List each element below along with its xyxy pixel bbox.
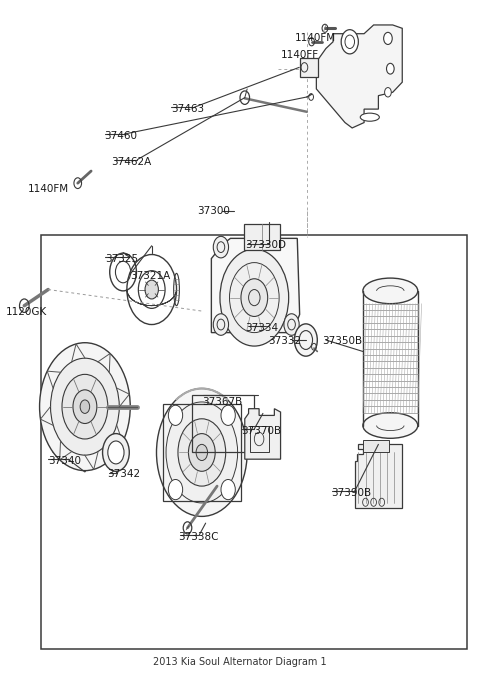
Text: 37350B: 37350B (322, 337, 362, 346)
Circle shape (168, 405, 183, 425)
Text: 37300: 37300 (197, 206, 230, 216)
Circle shape (384, 88, 391, 97)
Polygon shape (211, 239, 300, 333)
Circle shape (341, 30, 359, 54)
Text: 37332: 37332 (268, 337, 301, 346)
Text: 37370B: 37370B (241, 426, 281, 436)
Text: 1140FF: 1140FF (281, 50, 319, 60)
Ellipse shape (363, 413, 418, 438)
Text: 37325: 37325 (106, 254, 139, 264)
Bar (40, 235, 467, 649)
Text: 37390B: 37390B (331, 488, 371, 498)
Circle shape (103, 433, 129, 471)
Circle shape (166, 402, 238, 503)
Ellipse shape (360, 113, 379, 121)
Text: 1140FM: 1140FM (28, 184, 69, 193)
Text: 1120GK: 1120GK (6, 308, 48, 318)
Bar (300, 58, 318, 77)
Polygon shape (355, 444, 402, 508)
Circle shape (178, 419, 226, 486)
Circle shape (168, 479, 183, 500)
Text: 37462A: 37462A (111, 157, 151, 166)
Circle shape (50, 358, 119, 455)
Text: 37463: 37463 (171, 104, 204, 114)
Text: 37340: 37340 (48, 456, 81, 466)
Text: 37330D: 37330D (245, 240, 286, 250)
Circle shape (62, 375, 108, 439)
Circle shape (221, 479, 235, 500)
Text: 1140FM: 1140FM (295, 33, 336, 43)
Circle shape (221, 405, 235, 425)
Ellipse shape (363, 278, 418, 304)
Circle shape (386, 64, 394, 74)
Circle shape (384, 32, 392, 45)
Text: 37321A: 37321A (130, 271, 170, 281)
Bar (163, 404, 241, 501)
Text: 37338C: 37338C (178, 531, 218, 541)
Bar (250, 425, 269, 452)
Bar (244, 224, 280, 251)
Circle shape (39, 343, 130, 470)
Text: 37334: 37334 (245, 323, 278, 333)
Polygon shape (245, 409, 281, 459)
Circle shape (213, 237, 228, 258)
Polygon shape (316, 25, 402, 128)
Circle shape (196, 444, 207, 460)
Text: 37342: 37342 (108, 469, 141, 479)
Circle shape (220, 249, 288, 346)
Bar (192, 395, 254, 452)
Circle shape (213, 314, 228, 335)
Text: 37367B: 37367B (202, 397, 242, 407)
Circle shape (108, 441, 124, 464)
Circle shape (80, 400, 90, 414)
Text: 2013 Kia Soul Alternator Diagram 1: 2013 Kia Soul Alternator Diagram 1 (153, 656, 327, 667)
Bar (363, 440, 389, 452)
Text: 37460: 37460 (104, 131, 137, 141)
Circle shape (241, 279, 268, 316)
Circle shape (156, 389, 247, 516)
Circle shape (145, 280, 158, 299)
Circle shape (189, 433, 215, 471)
Circle shape (294, 324, 317, 356)
Circle shape (73, 390, 97, 423)
Circle shape (284, 314, 299, 335)
